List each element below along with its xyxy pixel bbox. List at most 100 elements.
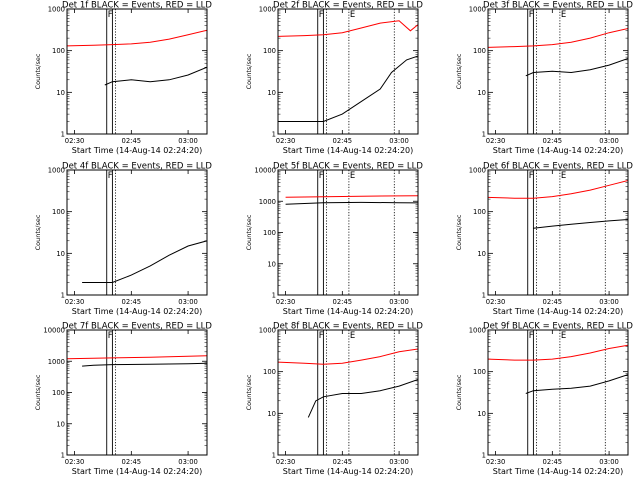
series-line-events bbox=[533, 219, 628, 229]
y-tick-label: 100 bbox=[473, 368, 486, 376]
x-tick-label: 03:00 bbox=[389, 137, 409, 145]
panel-6: Det 6f BLACK = Events, RED = LLD Counts/s… bbox=[455, 162, 633, 317]
x-tick-label: 03:00 bbox=[599, 298, 619, 306]
panel-title: Det 4f BLACK = Events, RED = LLD bbox=[62, 162, 212, 172]
plot-frame bbox=[487, 329, 629, 456]
series-group bbox=[285, 195, 418, 205]
panel-7: Det 7f BLACK = Events, RED = LLD Counts/s… bbox=[34, 322, 395, 476]
x-axis-label: Start Time (14-Aug-14 02:24:20) bbox=[493, 146, 624, 155]
y-tick-label: 100 bbox=[473, 208, 486, 216]
y-tick-label: 100 bbox=[52, 47, 65, 55]
panel-2: Det 2f BLACK = Events, RED = LLD Counts/s… bbox=[245, 1, 606, 155]
series-group bbox=[488, 27, 628, 77]
y-tick-label: 10 bbox=[56, 420, 65, 428]
x-axis-label: Start Time (14-Aug-14 02:24:20) bbox=[493, 307, 624, 316]
y-tick-label: 1000 bbox=[48, 358, 65, 366]
panel-3: Det 3f BLACK = Events, RED = LLD Counts/s… bbox=[455, 1, 633, 156]
y-tick-label: 10 bbox=[56, 250, 65, 258]
panel-title: Det 7f BLACK = Events, RED = LLD bbox=[62, 322, 212, 332]
series-line-lld bbox=[488, 179, 628, 199]
x-tick-label: 02:30 bbox=[65, 458, 85, 466]
y-axis-label: Counts/sec bbox=[455, 214, 463, 250]
x-tick-label: 03:00 bbox=[178, 298, 198, 306]
y-axis-label: Counts/sec bbox=[34, 214, 42, 250]
series-line-events bbox=[82, 362, 207, 367]
y-tick-label: 10 bbox=[477, 250, 486, 258]
y-tick-label: 10000 bbox=[43, 327, 65, 335]
x-axis-label: Start Time (14-Aug-14 02:24:20) bbox=[283, 467, 414, 476]
x-tick-label: 02:30 bbox=[276, 137, 296, 145]
y-tick-label: 1 bbox=[482, 452, 486, 460]
panel-title: Det 1f BLACK = Events, RED = LLD bbox=[62, 1, 212, 11]
x-tick-label: 02:45 bbox=[333, 137, 353, 145]
marker-E-label: E bbox=[350, 10, 355, 20]
y-tick-label: 10 bbox=[477, 410, 486, 418]
panel-8: Det 8f BLACK = Events, RED = LLD Counts/s… bbox=[245, 322, 606, 476]
y-tick-label: 1 bbox=[482, 292, 486, 300]
y-tick-label: 10 bbox=[267, 89, 276, 97]
marker-E-label: E bbox=[561, 10, 566, 20]
marker-F-label: F bbox=[108, 331, 113, 341]
panel-title: Det 6f BLACK = Events, RED = LLD bbox=[483, 162, 633, 172]
y-tick-label: 1 bbox=[272, 292, 276, 300]
y-axis-label: Counts/sec bbox=[34, 374, 42, 410]
series-line-lld bbox=[67, 29, 207, 47]
y-tick-label: 1 bbox=[272, 452, 276, 460]
x-tick-label: 02:30 bbox=[486, 298, 506, 306]
series-group bbox=[278, 20, 418, 122]
y-tick-label: 1000 bbox=[48, 6, 65, 14]
x-axis-label: Start Time (14-Aug-14 02:24:20) bbox=[72, 467, 203, 476]
series-group bbox=[67, 355, 207, 367]
panel-title: Det 2f BLACK = Events, RED = LLD bbox=[273, 1, 423, 11]
series-line-events bbox=[104, 66, 207, 86]
marker-E-label: E bbox=[561, 331, 566, 341]
series-line-events bbox=[285, 201, 418, 205]
series-group bbox=[82, 240, 207, 283]
x-tick-label: 03:00 bbox=[178, 458, 198, 466]
marker-F-label: F bbox=[529, 331, 534, 341]
series-line-lld bbox=[278, 348, 418, 365]
y-tick-label: 10 bbox=[477, 89, 486, 97]
x-tick-label: 02:30 bbox=[65, 298, 85, 306]
y-tick-label: 1000 bbox=[259, 198, 276, 206]
panel-title: Det 8f BLACK = Events, RED = LLD bbox=[273, 322, 423, 332]
x-tick-label: 02:45 bbox=[333, 298, 353, 306]
y-axis-label: Counts/sec bbox=[245, 53, 253, 89]
x-axis-label: Start Time (14-Aug-14 02:24:20) bbox=[283, 307, 414, 316]
panel-title: Det 9f BLACK = Events, RED = LLD bbox=[483, 322, 633, 332]
y-tick-label: 1000 bbox=[259, 6, 276, 14]
series-line-events bbox=[307, 378, 418, 418]
x-tick-label: 03:00 bbox=[389, 458, 409, 466]
y-axis-label: Counts/sec bbox=[245, 214, 253, 250]
marker-E-label: E bbox=[350, 331, 355, 341]
panel-title: Det 5f BLACK = Events, RED = LLD bbox=[273, 162, 423, 172]
x-tick-label: 03:00 bbox=[178, 137, 198, 145]
series-line-events bbox=[525, 374, 628, 394]
panel-4: Det 4f BLACK = Events, RED = LLD Counts/s… bbox=[34, 162, 395, 316]
marker-F-label: F bbox=[319, 171, 324, 181]
y-tick-label: 1 bbox=[61, 292, 65, 300]
y-tick-label: 100 bbox=[52, 389, 65, 397]
series-line-lld bbox=[488, 27, 628, 48]
y-tick-label: 100 bbox=[52, 208, 65, 216]
x-tick-label: 02:30 bbox=[486, 137, 506, 145]
y-tick-label: 1000 bbox=[48, 167, 65, 175]
x-tick-label: 02:45 bbox=[122, 137, 142, 145]
y-tick-label: 1 bbox=[61, 452, 65, 460]
y-tick-label: 1000 bbox=[469, 167, 486, 175]
plot-frame bbox=[66, 329, 208, 456]
series-line-events bbox=[82, 240, 207, 283]
x-axis-label: Start Time (14-Aug-14 02:24:20) bbox=[283, 146, 414, 155]
y-tick-label: 100 bbox=[263, 47, 276, 55]
y-tick-label: 100 bbox=[263, 368, 276, 376]
y-axis-label: Counts/sec bbox=[455, 374, 463, 410]
marker-E-label: E bbox=[350, 171, 355, 181]
y-tick-label: 1000 bbox=[469, 327, 486, 335]
y-axis-label: Counts/sec bbox=[34, 53, 42, 89]
y-axis-label: Counts/sec bbox=[245, 374, 253, 410]
marker-E-label: E bbox=[561, 171, 566, 181]
panel-1: Det 1f BLACK = Events, RED = LLD Counts/s… bbox=[34, 1, 395, 155]
y-tick-label: 10 bbox=[267, 260, 276, 268]
marker-F-label: F bbox=[108, 171, 113, 181]
